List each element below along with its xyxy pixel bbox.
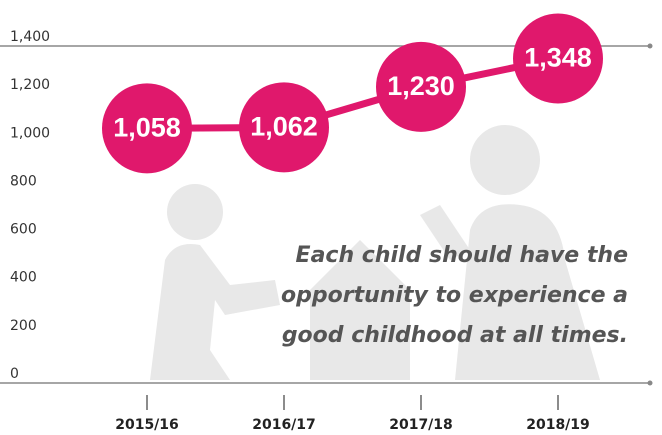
y-tick-label: 1,400	[10, 29, 50, 45]
y-tick-label: 400	[10, 270, 37, 286]
axis-end-dot	[647, 43, 653, 49]
data-point	[239, 82, 329, 173]
x-tick-label: 2015/16	[115, 417, 179, 433]
value-label: 1,348	[524, 43, 592, 73]
data-point	[376, 41, 466, 132]
y-tick-label: 1,200	[10, 77, 50, 93]
x-tick-label: 2017/18	[389, 417, 453, 433]
data-point	[513, 13, 603, 104]
data-point	[102, 83, 192, 174]
x-tick-label: 2016/17	[252, 417, 316, 433]
x-tick-label: 2018/19	[526, 417, 590, 433]
y-tick-label: 0	[10, 366, 19, 382]
value-label: 1,062	[250, 111, 318, 141]
annotation: Each child should have the	[296, 243, 629, 268]
background-illustration	[150, 125, 600, 380]
y-tick-label: 1,000	[10, 125, 50, 141]
y-tick-label: 200	[10, 318, 37, 334]
annotation: opportunity to experience a	[281, 283, 628, 308]
y-tick-label: 600	[10, 222, 37, 238]
value-label: 1,230	[387, 71, 455, 101]
y-tick-label: 800	[10, 173, 37, 189]
axis-end-dot	[647, 380, 653, 386]
data-line	[146, 55, 559, 132]
annotation: good childhood at all times.	[282, 323, 628, 348]
value-label: 1,058	[113, 112, 181, 142]
